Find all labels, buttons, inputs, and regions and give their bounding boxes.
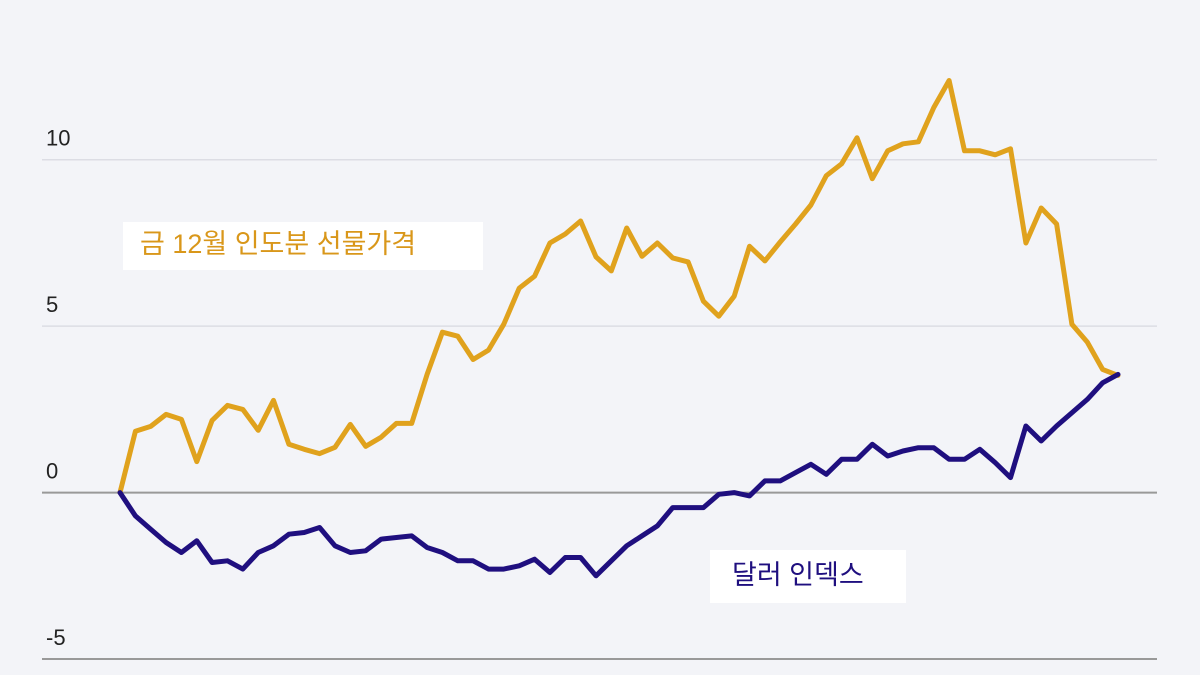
series-label: 금 12월 인도분 선물가격 <box>140 229 416 259</box>
label-box <box>710 550 906 603</box>
series-line <box>117 371 1121 579</box>
label-box <box>123 222 483 270</box>
y-tick-label: 0 <box>46 458 58 483</box>
series-line <box>117 78 1121 496</box>
y-tick-label: -5 <box>46 625 66 650</box>
y-tick-label: 5 <box>46 292 58 317</box>
y-tick-label: 10 <box>46 126 70 151</box>
series-label: 달러 인덱스 <box>732 560 864 590</box>
